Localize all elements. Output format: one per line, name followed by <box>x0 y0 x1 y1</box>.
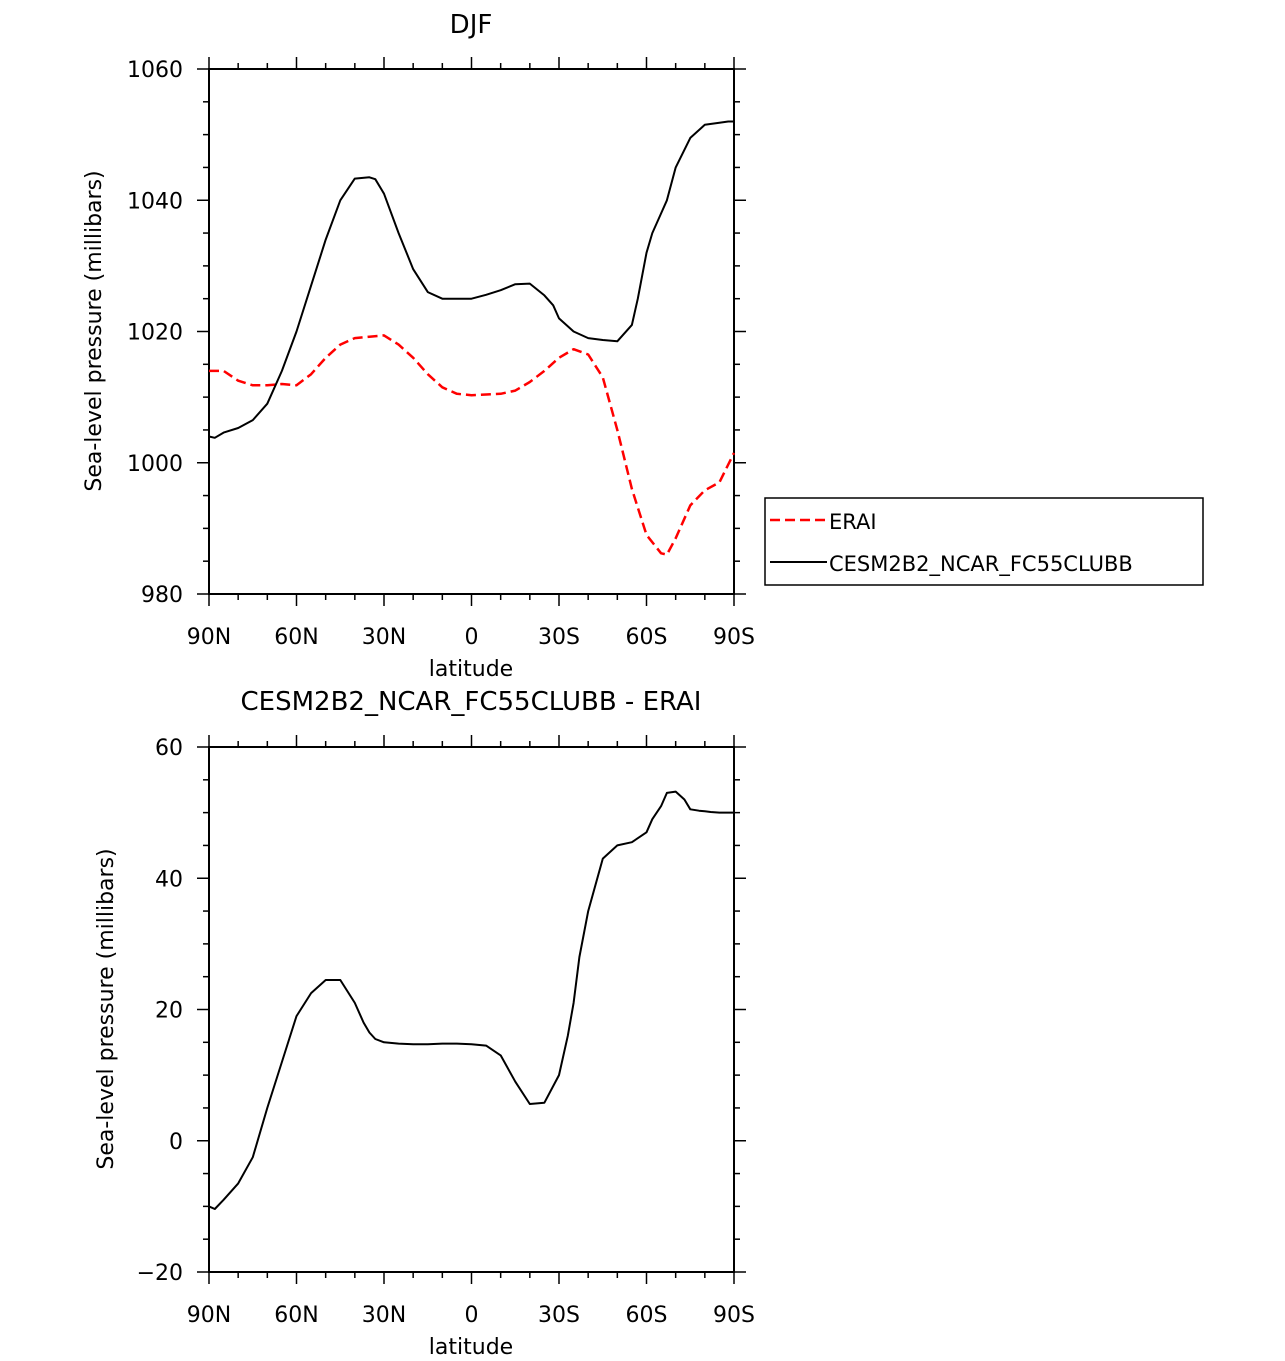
x-tick-label: 90N <box>187 1303 231 1328</box>
x-tick-label: 90N <box>187 625 231 650</box>
x-tick-label: 90S <box>713 1303 755 1328</box>
y-tick-label: 1020 <box>127 321 183 346</box>
series-line-erai <box>209 334 736 556</box>
legend-erai-label: ERAI <box>829 510 877 534</box>
y-tick-label: 1060 <box>127 58 183 83</box>
series-line-cesm2b2-ncar-fc55clubb <box>208 120 734 439</box>
top-plot-frame <box>208 68 735 595</box>
x-tick-label: 60S <box>626 1303 668 1328</box>
y-tick-label: 1040 <box>127 189 183 214</box>
bottom-plot-x-tick-labels: 90N 60N 30N 0 30S 60S 90S <box>187 1303 755 1328</box>
top-plot-x-tick-labels: 90N 60N 30N 0 30S 60S 90S <box>187 625 755 650</box>
series-line-cesm2b2-ncar-fc55clubb-erai <box>208 790 734 1210</box>
x-tick-label: 30S <box>538 625 580 650</box>
top-plot-y-axis-title: Sea-level pressure (millibars) <box>82 170 107 491</box>
x-tick-label: 0 <box>465 1303 479 1328</box>
top-plot-y-tick-labels: 980 1000 1020 1040 1060 <box>127 58 183 608</box>
legend-box <box>764 497 1204 586</box>
top-plot-x-axis-title: latitude <box>429 657 513 682</box>
y-tick-label: 20 <box>155 999 183 1024</box>
top-plot-title: DJF <box>450 10 493 40</box>
y-tick-label: −20 <box>137 1261 183 1286</box>
x-tick-label: 30N <box>362 1303 406 1328</box>
bottom-plot-y-axis-title: Sea-level pressure (millibars) <box>94 848 119 1169</box>
y-tick-label: 0 <box>169 1130 183 1155</box>
top-plot-djf: DJF Sea-level pressure (millibars) latit… <box>82 10 755 682</box>
y-tick-label: 1000 <box>127 452 183 477</box>
x-tick-label: 0 <box>465 625 479 650</box>
bottom-plot-ticks <box>197 735 746 1284</box>
bottom-plot-difference: CESM2B2_NCAR_FC55CLUBB - ERAI Sea-level … <box>94 687 755 1360</box>
top-plot-lines <box>208 120 736 556</box>
legend: ERAI CESM2B2_NCAR_FC55CLUBB <box>764 497 1204 586</box>
x-tick-label: 30S <box>538 1303 580 1328</box>
x-tick-label: 60N <box>274 625 318 650</box>
bottom-plot-y-tick-labels: −20 0 20 40 60 <box>137 736 183 1286</box>
bottom-plot-frame <box>208 746 735 1273</box>
top-plot-ticks <box>197 57 746 606</box>
y-tick-label: 60 <box>155 736 183 761</box>
legend-cesm-label: CESM2B2_NCAR_FC55CLUBB <box>829 552 1133 577</box>
bottom-plot-title: CESM2B2_NCAR_FC55CLUBB - ERAI <box>241 687 702 717</box>
x-tick-label: 60N <box>274 1303 318 1328</box>
y-tick-label: 980 <box>141 583 183 608</box>
bottom-plot-lines <box>208 790 734 1210</box>
x-tick-label: 90S <box>713 625 755 650</box>
bottom-plot-x-axis-title: latitude <box>429 1335 513 1360</box>
x-tick-label: 30N <box>362 625 406 650</box>
y-tick-label: 40 <box>155 867 183 892</box>
x-tick-label: 60S <box>626 625 668 650</box>
